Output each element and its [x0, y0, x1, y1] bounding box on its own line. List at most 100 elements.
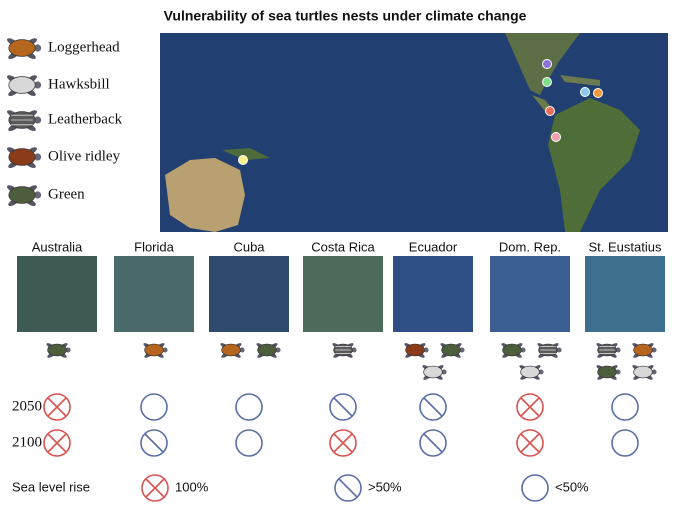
head	[615, 369, 621, 375]
sites: Australia Florida Cuba Costa Rica Ecuador Dom…	[17, 239, 665, 380]
ring	[235, 393, 263, 421]
turtle-icon	[7, 75, 42, 96]
head	[162, 347, 168, 353]
head	[556, 347, 562, 353]
head	[275, 347, 281, 353]
slash	[144, 433, 164, 453]
vulnerability-symbol	[521, 474, 549, 502]
shell	[423, 365, 443, 379]
legend: Loggerhead Hawksbill Leatherback Olive ridl…	[7, 38, 123, 206]
ring	[43, 393, 71, 421]
shell	[8, 39, 36, 57]
key-item: >50%	[368, 479, 402, 494]
world-map	[160, 33, 668, 232]
head	[441, 369, 447, 375]
ring	[516, 393, 544, 421]
site-photo	[209, 256, 289, 332]
head	[423, 347, 429, 353]
cross	[333, 433, 353, 453]
vulnerability-symbol	[419, 393, 447, 421]
vulnerability-symbol	[43, 429, 71, 457]
vulnerability-symbol	[43, 393, 71, 421]
ring	[140, 393, 168, 421]
slash	[423, 397, 443, 417]
site-name: St. Eustatius	[589, 239, 662, 254]
vulnerability-grid: 2050 2100	[12, 393, 639, 457]
vulnerability-symbol	[235, 429, 263, 457]
ring	[611, 429, 639, 457]
shell	[633, 343, 653, 357]
cross	[47, 433, 67, 453]
head	[520, 347, 526, 353]
turtle-icon	[143, 343, 168, 358]
legend-label: Green	[48, 186, 85, 202]
vulnerability-symbol	[235, 393, 263, 421]
head	[651, 347, 657, 353]
turtle-icon	[537, 343, 562, 358]
shell	[441, 343, 461, 357]
shell	[597, 365, 617, 379]
site-photo	[17, 256, 97, 332]
head	[34, 191, 42, 199]
site-name: Florida	[134, 239, 175, 254]
turtle-icon	[519, 365, 544, 380]
head	[459, 347, 465, 353]
ring	[140, 429, 168, 457]
head	[538, 369, 544, 375]
shell	[520, 365, 540, 379]
key-label: Sea level rise	[12, 479, 90, 494]
head	[34, 116, 42, 124]
shell	[47, 343, 67, 357]
site-name: Australia	[32, 239, 83, 254]
ring	[516, 429, 544, 457]
turtle-icon	[632, 365, 657, 380]
head	[351, 347, 357, 353]
vulnerability-symbol	[516, 429, 544, 457]
cross	[47, 397, 67, 417]
shell	[502, 343, 522, 357]
ring	[419, 429, 447, 457]
turtle-icon	[332, 343, 357, 358]
vulnerability-symbol	[140, 429, 168, 457]
site-name: Cuba	[233, 239, 265, 254]
ring	[334, 474, 362, 502]
turtle-icon	[46, 343, 71, 358]
turtle-icon	[440, 343, 465, 358]
site-name: Dom. Rep.	[499, 239, 561, 254]
vulnerability-symbol	[140, 393, 168, 421]
head	[34, 153, 42, 161]
turtle-icon	[7, 147, 42, 168]
shell	[8, 76, 36, 94]
shell	[405, 343, 425, 357]
key-item: <50%	[555, 479, 589, 494]
turtle-icon	[632, 343, 657, 358]
turtle-icon	[404, 343, 429, 358]
turtle-icon	[7, 185, 42, 206]
legend-label: Leatherback	[48, 111, 123, 127]
head	[651, 369, 657, 375]
site-name: Costa Rica	[311, 239, 375, 254]
ring	[419, 393, 447, 421]
head	[34, 81, 42, 89]
turtle-icon	[501, 343, 526, 358]
turtle-icon	[596, 343, 621, 358]
cross	[520, 433, 540, 453]
head	[65, 347, 71, 353]
turtle-icon	[7, 110, 42, 131]
vulnerability-symbol	[329, 429, 357, 457]
legend-label: Hawksbill	[48, 76, 110, 92]
ring	[141, 474, 169, 502]
key-item: 100%	[175, 479, 209, 494]
head	[34, 44, 42, 52]
site-photo	[114, 256, 194, 332]
site-photo	[490, 256, 570, 332]
vulnerability-symbol	[334, 474, 362, 502]
year-label: 2050	[12, 398, 42, 414]
ring	[329, 429, 357, 457]
vulnerability-symbol	[611, 393, 639, 421]
title: Vulnerability of sea turtles nests under…	[164, 8, 527, 24]
turtle-icon	[256, 343, 281, 358]
shell	[8, 148, 36, 166]
turtle-icon	[7, 38, 42, 59]
shell	[144, 343, 164, 357]
